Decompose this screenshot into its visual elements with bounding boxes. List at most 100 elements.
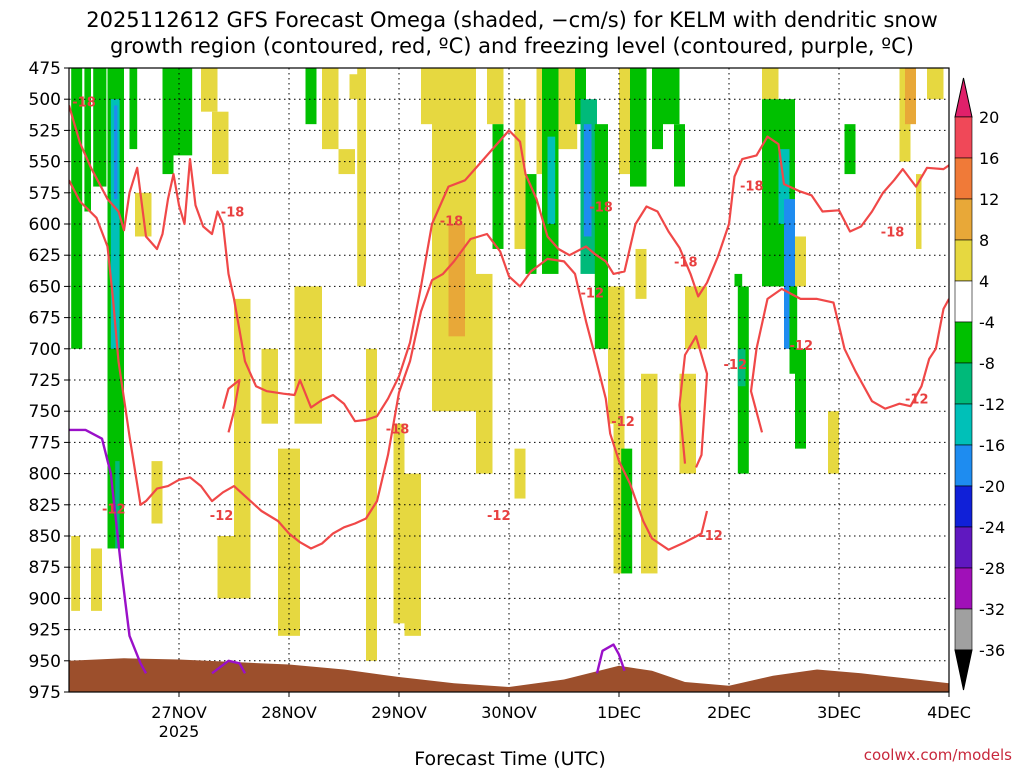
omega-shade-cell [201, 68, 218, 112]
contour-label: -18 [589, 201, 613, 216]
colorbar-bin [954, 403, 973, 446]
contour-label: -18 [881, 225, 905, 240]
y-tick-label: 950 [29, 652, 61, 672]
colorbar-bin [954, 198, 973, 241]
colorbar-over-triangle [954, 77, 973, 118]
contour-label: -12 [210, 509, 234, 524]
colorbar-tick-label: 16 [979, 149, 999, 168]
x-tick-label: 30NOV [481, 703, 537, 722]
omega-shade-cell [261, 348, 278, 424]
y-tick-label: 800 [29, 465, 61, 485]
omega-shade-cell [217, 536, 234, 599]
y-tick-label: 925 [29, 621, 61, 641]
omega-shade-cell [608, 286, 625, 424]
omega-shade-cell [114, 105, 118, 200]
omega-shade-cell [357, 68, 366, 287]
x-tick-label: 1DEC [597, 703, 641, 722]
omega-shading [71, 68, 944, 661]
freezing-level-contour-line [69, 428, 148, 674]
colorbar-tick-label: 12 [979, 190, 999, 209]
omega-shade-cell [621, 448, 633, 574]
colorbar: 20 16 12 8 4 -4 -8 -12 -16 -20 -24 -28 -32 -36 [954, 77, 1005, 691]
y-tick-label: 700 [29, 340, 61, 360]
contour-label: -18 [440, 214, 464, 229]
omega-shade-cell [151, 461, 163, 524]
omega-shade-cell [916, 174, 922, 249]
x-axis-label: Forecast Time (UTC) [414, 748, 605, 768]
omega-shade-cell [663, 68, 680, 125]
omega-shade-cell [448, 224, 465, 337]
x-tick-label: 3DEC [817, 703, 861, 722]
y-axis-ticks: 475 500 525 550 575 600 625 650 675 700 725 750 775 8… [29, 59, 69, 703]
freezing-level-contour-line [595, 643, 626, 674]
dendritic-contour-line [749, 287, 949, 433]
omega-shade-cell [575, 68, 586, 125]
freezing-level-contour-line [211, 659, 247, 675]
omega-shade-cell [212, 111, 229, 175]
colorbar-bin [954, 280, 973, 323]
y-tick-label: 975 [29, 683, 61, 703]
omega-shade-cell [652, 68, 663, 150]
colorbar-tick-label: -36 [979, 641, 1005, 660]
omega-shade-cell [487, 68, 504, 125]
omega-shade-cell [476, 273, 493, 474]
omega-shade-cell [162, 68, 174, 175]
y-tick-label: 775 [29, 433, 61, 453]
omega-shade-cell [594, 124, 608, 349]
y-tick-label: 875 [29, 558, 61, 578]
omega-shade-cell [734, 273, 743, 287]
omega-shade-cell [547, 136, 556, 224]
omega-shade-cell [322, 68, 339, 150]
omega-shade-cell [795, 236, 806, 287]
omega-shade-cell [778, 149, 790, 224]
contour-labels: -18 -18 -12 -12 -18 -18 -12 -12 -18 -12 -18 -12 -12 -… [72, 96, 928, 544]
omega-shade-cell [762, 68, 779, 100]
omega-shade-cell [93, 68, 107, 187]
y-tick-label: 675 [29, 309, 61, 329]
contour-lines [69, 105, 949, 675]
dendritic-contour-line [221, 378, 241, 433]
y-tick-label: 600 [29, 215, 61, 235]
omega-shade-cell [278, 448, 300, 636]
omega-shade-cell [91, 548, 102, 611]
omega-shade-cell [514, 99, 526, 249]
colorbar-tick-label: 20 [979, 108, 999, 127]
colorbar-bin [954, 157, 973, 200]
credit-text: coolwx.com/models [864, 746, 1012, 764]
colorbar-bin [954, 362, 973, 405]
omega-shade-cell [828, 411, 839, 474]
y-tick-label: 575 [29, 184, 61, 204]
chart-title-line-2: growth region (contoured, red, ºC) and f… [110, 34, 914, 58]
contour-label: -12 [905, 393, 929, 408]
omega-shade-cell [84, 68, 91, 212]
omega-shade-cell [844, 124, 856, 175]
omega-shade-cell [789, 286, 798, 374]
colorbar-tick-label: -4 [979, 313, 995, 332]
omega-shade-cell [784, 199, 795, 349]
y-tick-label: 900 [29, 589, 61, 609]
y-tick-label: 650 [29, 277, 61, 297]
omega-shade-cell [71, 68, 83, 349]
omega-shade-cell [525, 174, 537, 274]
omega-shade-cell [630, 68, 647, 187]
omega-shade-cell [674, 124, 685, 187]
omega-shade-cell [685, 286, 707, 349]
contour-label: -12 [699, 529, 723, 544]
contour-label: -18 [72, 96, 96, 111]
omega-shade-cell [619, 68, 630, 175]
omega-shade-cell [737, 348, 746, 387]
x-tick-label: 29NOV [371, 703, 427, 722]
omega-shade-cell [305, 68, 317, 125]
y-tick-label: 625 [29, 246, 61, 266]
omega-shade-cell [234, 298, 251, 599]
x-tick-label: 2DEC [707, 703, 751, 722]
terrain-surface [69, 658, 949, 692]
colorbar-tick-label: -32 [979, 600, 1005, 619]
omega-shade-cell [115, 461, 120, 549]
omega-shade-cell [558, 68, 578, 150]
colorbar-tick-label: -16 [979, 436, 1005, 455]
colorbar-tick-label: 8 [979, 231, 989, 250]
contour-label: -18 [386, 423, 410, 438]
omega-shade-cell [129, 68, 138, 150]
colorbar-bin [954, 321, 973, 364]
